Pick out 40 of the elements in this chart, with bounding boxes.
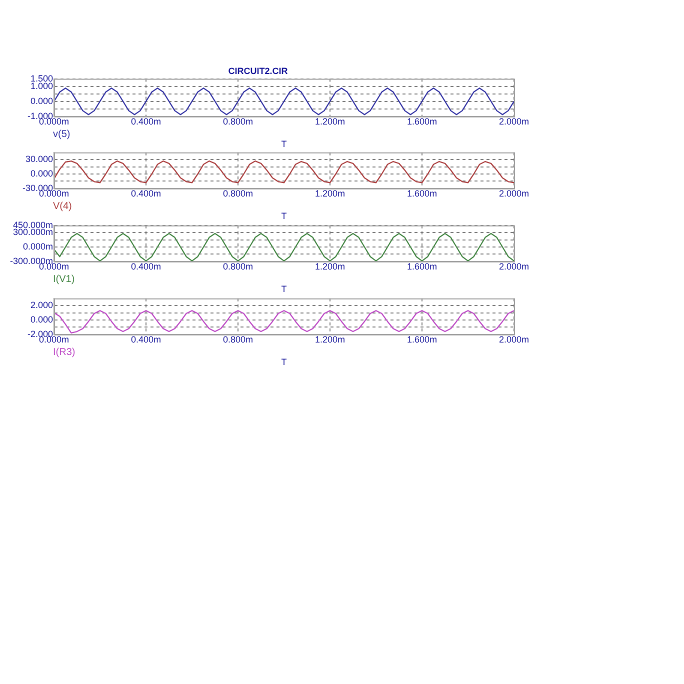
x-tick-label: 1.200m: [314, 261, 346, 272]
y-tick-label: 30.000: [25, 154, 53, 164]
x-tick-label: 0.800m: [222, 188, 254, 198]
x-tick-label: 1.200m: [314, 334, 346, 344]
x-axis-title: T: [281, 139, 288, 150]
series-label: I(R3): [53, 347, 76, 358]
y-tick-label: 2.000: [30, 300, 53, 310]
x-tick-label: 0.400m: [130, 188, 162, 198]
x-tick-label: 2.000m: [498, 334, 530, 344]
x-tick-label: 2.000m: [498, 261, 530, 272]
x-tick-label: 0.400m: [130, 261, 162, 272]
y-tick-label: -30.000: [22, 182, 53, 193]
y-tick-label: 0.000: [30, 168, 53, 178]
x-tick-label: 2.000m: [498, 116, 530, 126]
x-tick-label: 0.400m: [130, 116, 162, 126]
x-tick-label: 1.600m: [406, 334, 438, 344]
text: v(5): [53, 129, 70, 140]
x-tick-label: 0.400m: [130, 334, 162, 344]
x-tick-label: 0.800m: [222, 261, 254, 272]
x-tick-label: 2.000m: [498, 188, 530, 198]
x-tick-label: 1.200m: [314, 188, 346, 198]
y-tick-label: 1.000: [30, 80, 53, 91]
y-tick-label: 1.500: [30, 73, 53, 84]
x-tick-label: 1.600m: [406, 116, 438, 126]
x-axis-title: T: [281, 211, 288, 222]
x-axis-title: T: [281, 357, 288, 368]
text: V(4): [53, 201, 72, 212]
x-tick-label: 0.800m: [222, 116, 254, 126]
series-label: I(V1): [53, 274, 75, 286]
y-tick-label: 0.000: [30, 96, 53, 106]
x-tick-label: 1.600m: [406, 261, 438, 272]
y-tick-label: 0.000: [30, 314, 53, 324]
y-tick-label: 450.000m: [12, 220, 53, 230]
y-tick-label: 300.000m: [12, 227, 53, 238]
x-tick-label: 1.200m: [314, 116, 346, 126]
x-tick-label: 0.800m: [222, 334, 254, 344]
x-axis-title: T: [281, 284, 288, 294]
chart-title: CIRCUIT2.CIR: [228, 66, 288, 76]
x-tick-label: 1.600m: [406, 188, 438, 198]
y-tick-label: 0.000m: [22, 241, 53, 252]
